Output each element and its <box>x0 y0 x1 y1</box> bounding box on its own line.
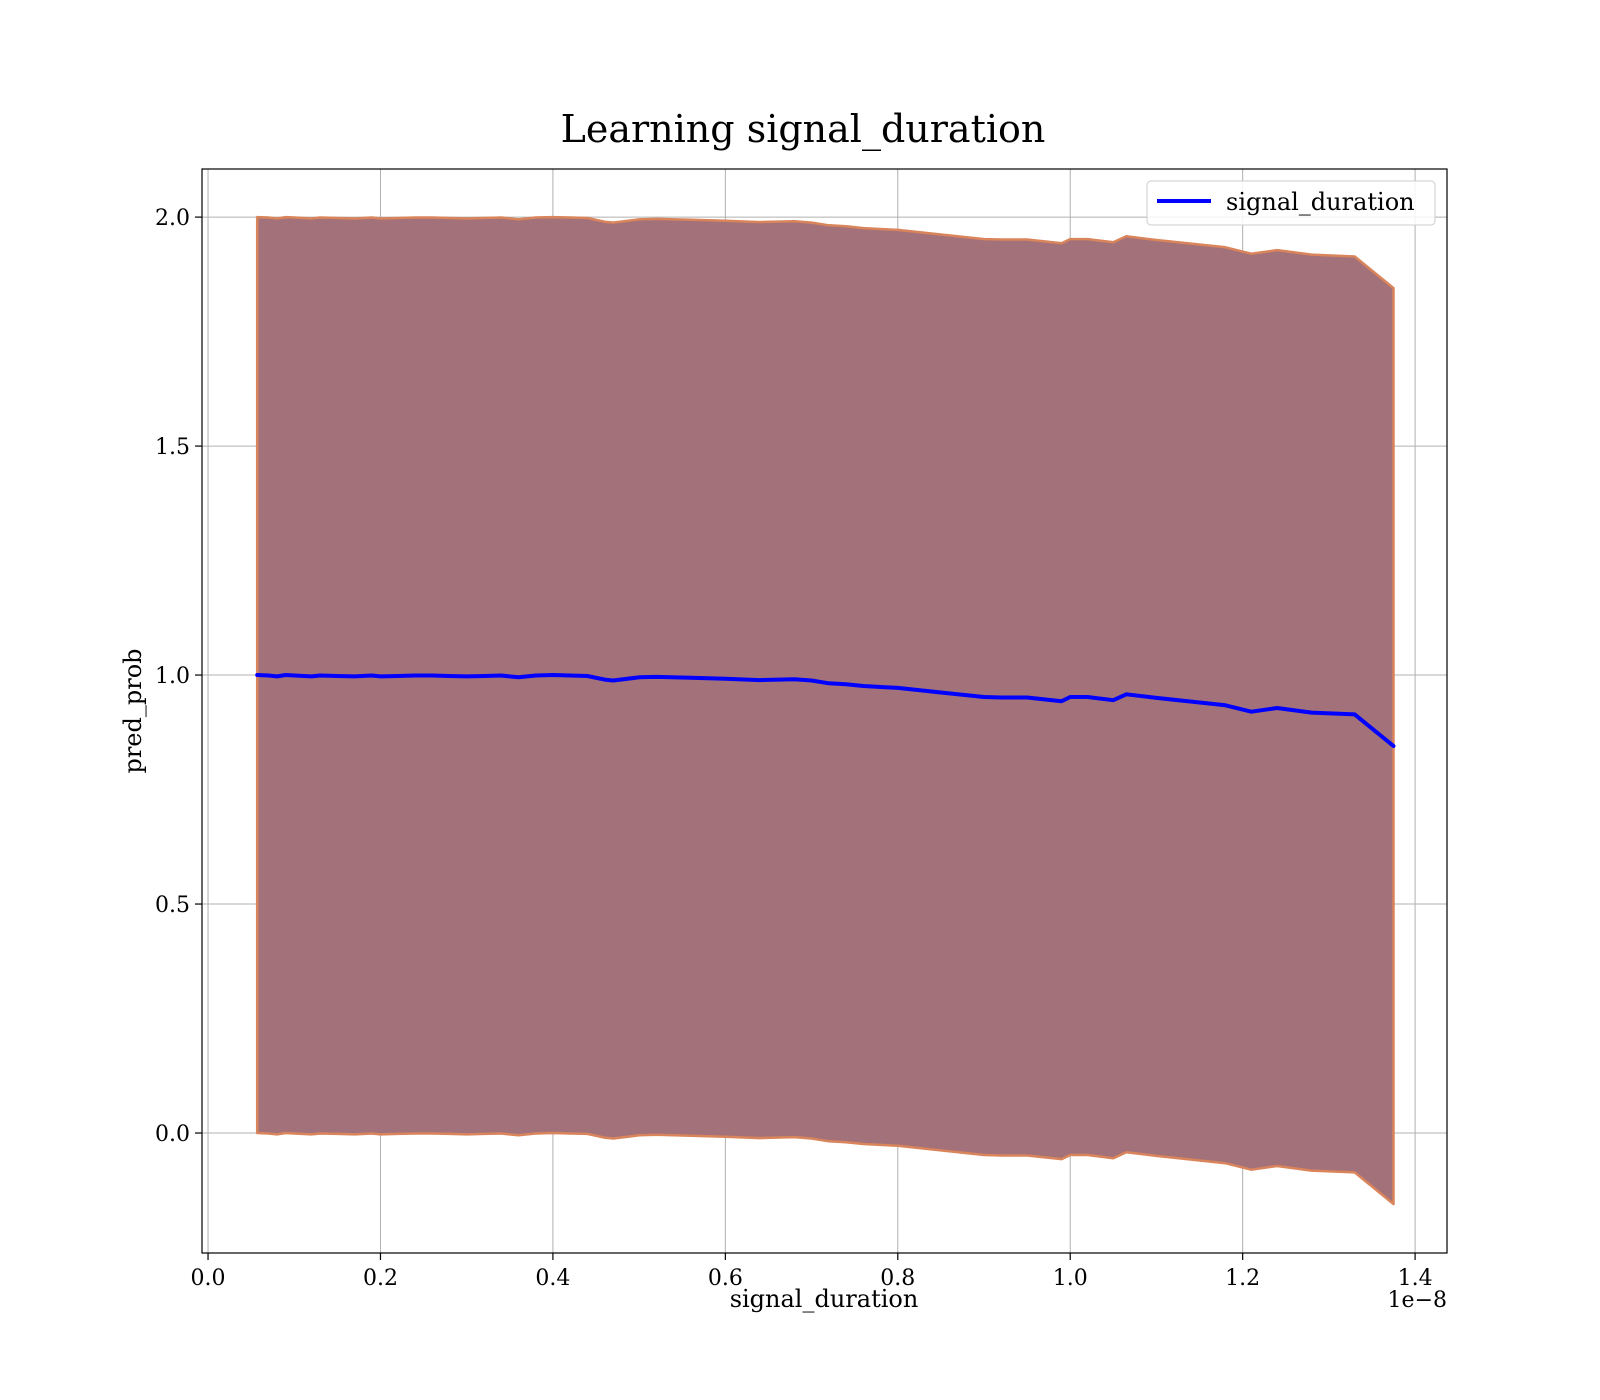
x-axis: 0.0 0.2 0.4 0.6 0.8 1.0 1.2 1.4 <box>191 1253 1433 1291</box>
plot-frame <box>201 168 1448 1254</box>
y-tick-label: 0.0 <box>155 1122 190 1147</box>
x-axis-label: signal_duration <box>730 1285 919 1313</box>
x-tick-label: 0.4 <box>535 1266 570 1291</box>
x-tick-label: 0.0 <box>191 1266 226 1291</box>
series-line-group <box>255 673 1396 748</box>
legend-label: signal_duration <box>1226 188 1415 216</box>
confidence-band-area <box>255 215 1395 1206</box>
series-line-signal-duration <box>255 673 1396 748</box>
y-axis-label: pred_prob <box>119 648 147 773</box>
confidence-band <box>255 215 1395 1206</box>
x-tick-label: 1.4 <box>1398 1266 1433 1291</box>
legend: signal_duration <box>1146 180 1436 226</box>
x-tick-label: 1.2 <box>1225 1266 1260 1291</box>
x-tick-label: 0.2 <box>363 1266 398 1291</box>
y-tick-label: 0.5 <box>155 893 190 918</box>
x-axis-offset-label: 1e−8 <box>1388 1288 1447 1313</box>
y-tick-label: 1.0 <box>155 664 190 689</box>
y-tick-label: 2.0 <box>155 206 190 231</box>
chart-title: Learning signal_duration <box>561 107 1046 152</box>
x-tick-label: 0.6 <box>708 1266 743 1291</box>
x-tick-label: 0.8 <box>880 1266 915 1291</box>
y-axis: 0.0 0.5 1.0 1.5 2.0 <box>155 206 202 1147</box>
legend-box <box>1146 180 1436 226</box>
y-tick-label: 1.5 <box>155 435 190 460</box>
x-tick-label: 1.0 <box>1053 1266 1088 1291</box>
